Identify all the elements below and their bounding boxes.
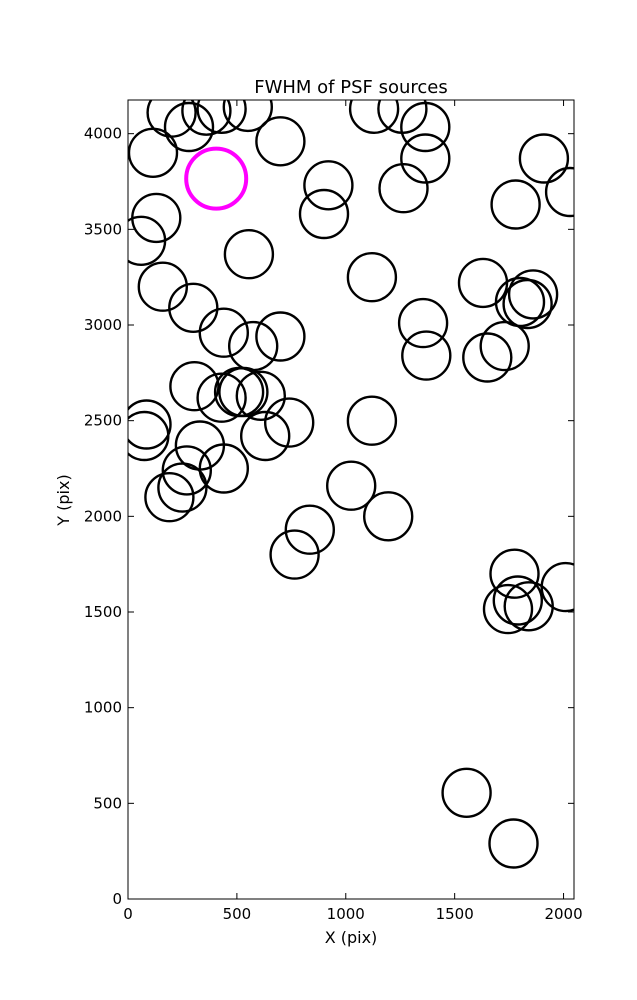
source-point [346,252,398,303]
source-point [128,127,179,178]
source-point [518,133,570,184]
x-tick-label: 0 [123,905,133,923]
data-points [128,100,574,869]
source-point [255,311,306,362]
x-tick-label: 2000 [544,905,582,923]
y-axis-ticks: 0 500 1000 1500 2000 2500 3000 3500 4000 [84,125,574,908]
y-tick-label: 0 [112,890,122,908]
y-tick-label: 3500 [84,220,122,238]
source-point [502,278,553,330]
source-point [144,472,195,523]
y-tick-label: 2500 [84,412,122,430]
source-point [213,366,265,418]
source-point [128,399,172,450]
source-point [540,561,574,613]
y-axis-label: Y (pix) [54,474,73,526]
source-point [240,410,291,462]
source-point [492,575,543,626]
source-point [348,100,400,134]
source-point [378,162,429,214]
source-point [488,818,539,869]
source-point [269,529,320,580]
source-point [326,460,377,511]
chart-title: FWHM of PSF sources [254,77,448,98]
source-point [169,361,220,412]
source-point [346,395,398,446]
source-point [181,100,232,136]
source-point [303,160,354,211]
source-point [161,445,213,496]
plot-frame [127,99,575,900]
source-point [490,179,541,230]
source-point [284,504,335,555]
source-point [128,215,167,266]
y-tick-label: 4000 [84,125,122,143]
highlighted-source-point [184,146,249,211]
source-point [441,767,492,818]
x-tick-label: 1500 [436,905,474,923]
source-point [400,133,451,184]
source-point [401,330,452,381]
source-point [168,282,219,333]
source-point [397,297,449,349]
source-point [196,100,247,134]
source-point [198,307,250,358]
source-point [255,116,306,167]
source-point [479,320,530,372]
source-point [264,397,315,448]
source-point [400,101,451,153]
y-tick-label: 3000 [84,316,122,334]
source-point [363,491,414,542]
source-point [457,257,509,309]
y-tick-label: 1500 [84,603,122,621]
source-point [157,462,208,513]
source-point [489,548,540,599]
source-point [462,332,513,383]
source-point [223,228,275,280]
source-point [544,166,574,218]
y-tick-label: 500 [93,794,122,812]
y-tick-label: 1000 [84,699,122,717]
source-point [163,101,215,153]
x-axis-ticks: 0 500 1000 1500 2000 [123,100,583,923]
x-tick-label: 1000 [327,905,365,923]
source-point [128,410,170,462]
source-point [482,583,534,635]
x-tick-label: 500 [223,905,252,923]
source-point [227,320,279,372]
source-point [137,261,189,312]
x-axis-label: X (pix) [325,928,378,947]
y-tick-label: 2000 [84,507,122,525]
source-point [222,100,273,133]
source-point [235,370,286,421]
source-point [503,581,554,632]
source-point [507,269,559,320]
source-point [298,188,350,240]
source-point [198,443,250,494]
source-point [196,372,247,423]
source-point [218,366,269,418]
